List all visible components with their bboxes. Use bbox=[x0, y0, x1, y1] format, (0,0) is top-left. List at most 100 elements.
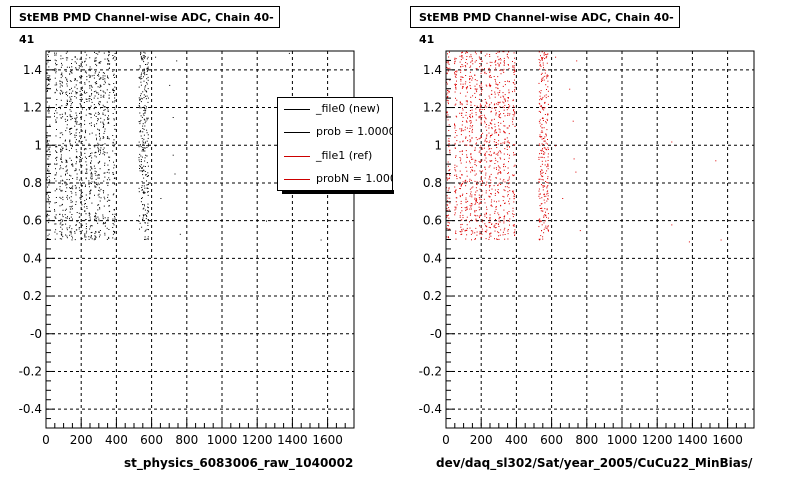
data-point bbox=[74, 239, 76, 241]
data-point bbox=[494, 163, 496, 164]
data-point bbox=[512, 216, 514, 218]
data-point bbox=[84, 148, 86, 150]
data-point bbox=[140, 164, 142, 166]
data-point bbox=[489, 54, 491, 55]
data-point bbox=[98, 161, 100, 163]
data-point bbox=[465, 136, 467, 138]
data-point bbox=[454, 127, 456, 129]
data-point bbox=[475, 119, 477, 121]
data-point bbox=[112, 58, 114, 60]
data-point bbox=[84, 235, 86, 237]
data-point bbox=[108, 115, 109, 117]
data-point bbox=[490, 102, 492, 104]
data-point bbox=[138, 68, 140, 70]
data-point bbox=[147, 56, 149, 58]
data-point bbox=[504, 190, 506, 192]
data-point bbox=[144, 125, 146, 127]
data-point bbox=[547, 139, 548, 140]
data-point bbox=[447, 92, 449, 94]
right-x-tick-label: 1400 bbox=[677, 433, 708, 447]
data-point bbox=[48, 214, 50, 216]
data-point bbox=[454, 63, 456, 65]
data-point bbox=[85, 132, 86, 134]
data-point bbox=[90, 171, 92, 173]
data-point bbox=[448, 225, 449, 227]
data-point bbox=[508, 203, 510, 205]
data-point bbox=[84, 61, 85, 63]
data-point bbox=[503, 131, 505, 133]
data-point bbox=[469, 178, 471, 180]
data-point bbox=[90, 155, 92, 157]
data-point bbox=[547, 176, 549, 178]
data-point bbox=[109, 67, 110, 69]
data-point bbox=[513, 201, 515, 203]
data-point bbox=[490, 232, 492, 234]
data-point bbox=[59, 196, 61, 198]
data-point bbox=[503, 64, 505, 66]
data-point bbox=[469, 127, 471, 129]
data-point bbox=[464, 126, 466, 128]
data-point bbox=[102, 79, 104, 80]
data-point bbox=[500, 172, 502, 174]
data-point bbox=[107, 196, 109, 198]
data-point bbox=[541, 230, 542, 232]
data-point bbox=[506, 149, 508, 150]
data-point bbox=[179, 233, 181, 235]
data-point bbox=[469, 221, 470, 223]
data-point bbox=[489, 86, 491, 88]
data-point bbox=[465, 100, 467, 102]
data-point bbox=[108, 55, 110, 57]
data-point bbox=[95, 71, 97, 73]
data-point bbox=[66, 79, 68, 81]
data-point bbox=[446, 81, 448, 83]
data-point bbox=[503, 164, 505, 166]
data-point bbox=[494, 103, 496, 105]
data-point bbox=[112, 218, 114, 220]
data-point bbox=[488, 166, 490, 168]
data-point bbox=[541, 57, 543, 59]
data-point bbox=[88, 98, 90, 100]
data-point bbox=[541, 130, 543, 132]
data-point bbox=[504, 202, 506, 204]
data-point bbox=[447, 200, 448, 202]
data-point bbox=[464, 83, 466, 85]
data-point bbox=[493, 225, 495, 227]
data-point bbox=[465, 95, 467, 97]
data-point bbox=[75, 201, 77, 203]
data-point bbox=[93, 124, 95, 126]
data-point bbox=[509, 146, 511, 148]
data-point bbox=[541, 169, 543, 171]
data-point bbox=[70, 232, 72, 233]
data-point bbox=[541, 98, 543, 100]
data-point bbox=[503, 189, 505, 191]
data-point bbox=[498, 111, 500, 113]
data-point bbox=[469, 160, 470, 162]
data-point bbox=[472, 125, 474, 127]
data-point bbox=[103, 180, 105, 182]
data-point bbox=[112, 141, 114, 143]
data-point bbox=[55, 168, 56, 170]
data-point bbox=[503, 107, 505, 108]
data-point bbox=[55, 70, 57, 72]
data-point bbox=[107, 111, 109, 112]
data-point bbox=[542, 77, 544, 79]
data-point bbox=[113, 57, 114, 59]
data-point bbox=[485, 137, 487, 139]
data-point bbox=[144, 160, 146, 162]
data-point bbox=[55, 62, 56, 64]
data-point bbox=[471, 203, 473, 205]
data-point bbox=[481, 159, 483, 161]
data-point bbox=[69, 208, 71, 210]
data-point bbox=[460, 231, 462, 233]
data-point bbox=[70, 206, 72, 208]
data-point bbox=[143, 68, 145, 70]
data-point bbox=[506, 56, 508, 58]
data-point bbox=[579, 230, 581, 232]
data-point bbox=[455, 170, 457, 172]
data-point bbox=[547, 198, 549, 200]
data-point bbox=[466, 154, 468, 156]
data-point bbox=[145, 64, 146, 65]
data-point bbox=[95, 237, 97, 239]
data-point bbox=[66, 83, 68, 85]
data-point bbox=[106, 179, 108, 181]
